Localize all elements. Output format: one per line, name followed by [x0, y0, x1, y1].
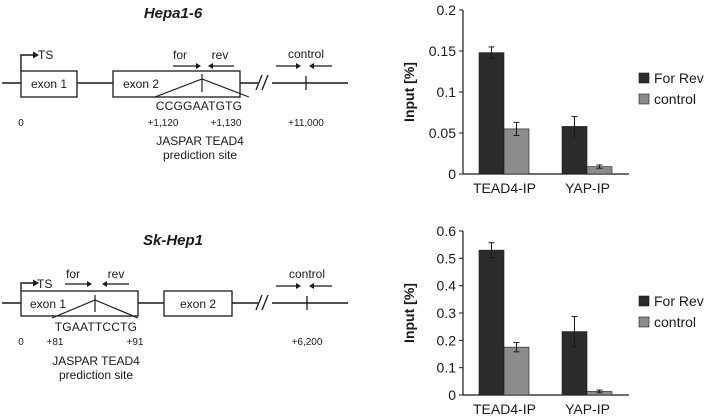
y-tick-label: 0.1 [437, 360, 457, 376]
rev-primer-label: rev [212, 48, 229, 62]
legend-label: control [654, 314, 696, 330]
tss-arrowhead [33, 279, 39, 287]
tss-label: TS [37, 277, 52, 291]
exon1-label: exon 1 [30, 297, 66, 311]
chart-top: Input [%] 0 0.05 0.1 0.15 0.2 TEAD4-IP YAP-IP Fo… [401, 2, 704, 196]
for-primer-label: for [66, 267, 80, 281]
tss-arrow [20, 282, 33, 291]
site-caption-line2: prediction site [163, 148, 237, 162]
legend-swatch [638, 93, 650, 105]
tss-arrowhead [33, 51, 39, 59]
x-category-label: TEAD4-IP [473, 180, 536, 196]
coord-start: +1,120 [148, 118, 179, 129]
control-primer-label: control [288, 47, 324, 61]
legend-label: For Rev [654, 293, 704, 309]
exon1-box [20, 290, 139, 317]
top-gene-diagram: Hepa1-6 TS exon 1 exon 2 for rev control [2, 5, 348, 162]
coord-zero: 0 [18, 118, 24, 129]
control-rev-head [309, 63, 314, 69]
legend-label: control [654, 91, 696, 107]
exon1-label: exon 1 [31, 77, 67, 91]
break-mark [255, 74, 263, 91]
rev-primer-label: rev [108, 267, 125, 281]
y-tick-label: 0.2 [437, 332, 457, 348]
legend-label: For Rev [654, 70, 704, 86]
control-for-head [296, 63, 301, 69]
y-tick-label: 0.2 [437, 2, 457, 18]
bottom-gene-diagram: Sk-Hep1 TS exon 1 exon 2 for rev control… [2, 232, 348, 382]
y-tick-label: 0 [448, 166, 456, 182]
y-tick-label: 0.6 [437, 223, 457, 239]
exon2-label: exon 2 [123, 77, 159, 91]
legend-swatch [638, 295, 650, 307]
rev-primer-head [208, 63, 213, 69]
y-axis-label: Input [%] [401, 62, 417, 122]
x-category-label: YAP-IP [565, 401, 610, 416]
y-tick-label: 0.1 [437, 84, 457, 100]
y-tick-label: 0.4 [437, 278, 457, 294]
site-zoom-lines [154, 78, 250, 98]
bar [503, 346, 530, 396]
coord-control: +11,000 [288, 118, 324, 129]
bar [478, 249, 505, 396]
site-caption-line2: prediction site [59, 368, 133, 382]
rev-primer-head [102, 281, 107, 287]
site-zoom-lines [51, 299, 139, 319]
control-rev-head [309, 283, 314, 289]
bar [478, 52, 505, 175]
site-caption-line1: JASPAR TEAD4 [156, 134, 244, 148]
site-caption-line1: JASPAR TEAD4 [52, 354, 140, 368]
bar [561, 126, 588, 175]
site-sequence: CCGGAATGTG [156, 99, 242, 113]
site-sequence: TGAATTCCTG [55, 320, 137, 334]
y-tick-label: 0.05 [429, 125, 456, 141]
x-category-label: YAP-IP [565, 180, 610, 196]
coord-control: +6,200 [292, 337, 323, 348]
bar [503, 128, 530, 175]
coord-end: +1,130 [211, 118, 242, 129]
legend-swatch [638, 72, 650, 84]
coord-zero: 0 [18, 337, 24, 348]
tss-arrow [20, 54, 33, 71]
chart-bottom: Input [%] 0 0.1 0.2 0.3 0.4 0.5 0.6 TEAD4-IP YAP-… [401, 223, 704, 416]
break-mark [261, 74, 269, 91]
y-tick-label: 0 [448, 387, 456, 403]
for-primer-label: for [173, 48, 187, 62]
for-primer-head [196, 63, 201, 69]
y-axis-label: Input [%] [401, 283, 417, 343]
top-gene-title: Hepa1-6 [144, 5, 203, 22]
x-category-label: TEAD4-IP [473, 401, 536, 416]
y-tick-label: 0.15 [429, 43, 456, 59]
exon2-label: exon 2 [180, 297, 216, 311]
exon1-box [20, 70, 78, 98]
exon2-box [112, 70, 241, 98]
for-primer-head [87, 281, 92, 287]
control-for-head [296, 283, 301, 289]
y-tick-label: 0.5 [437, 250, 457, 266]
break-mark [261, 294, 269, 311]
coord-start: +81 [47, 337, 64, 348]
legend-swatch [638, 316, 650, 328]
tss-label: TS [38, 48, 53, 62]
control-primer-label: control [289, 267, 325, 281]
break-mark [255, 294, 263, 311]
exon2-box [163, 290, 233, 317]
coord-end: +91 [127, 337, 144, 348]
y-tick-label: 0.3 [437, 305, 457, 321]
bottom-gene-title: Sk-Hep1 [143, 232, 203, 249]
